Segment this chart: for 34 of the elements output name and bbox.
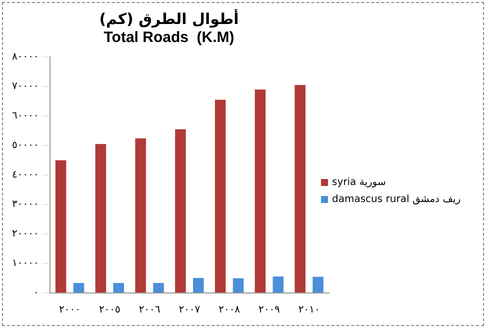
bar [312, 276, 324, 292]
bar [135, 138, 146, 292]
y-tick-label: ٠ [33, 288, 39, 299]
x-tick-label: ٢٠٠٦ [138, 304, 160, 316]
chart-subtitle: Total Roads (K.M) [104, 29, 234, 46]
bar [55, 160, 66, 292]
bar [272, 276, 284, 292]
y-tick-label: ٢٠٠٠٠ [12, 228, 39, 240]
y-tick-label: ٨٠٠٠٠ [12, 52, 39, 63]
bar [193, 278, 204, 292]
bar [294, 85, 306, 292]
bar [254, 89, 266, 292]
bar [113, 282, 124, 292]
bar [214, 100, 226, 292]
x-tick-label: ٢٠١٠ [298, 304, 320, 316]
bar [95, 144, 106, 292]
y-tick-label: ٧٠٠٠٠ [12, 81, 39, 92]
y-tick-label: ٣٠٠٠٠ [12, 199, 39, 210]
y-tick-label: ٥٠٠٠٠ [12, 140, 39, 152]
bar [232, 278, 244, 292]
legend-label: syria سورية [332, 177, 386, 188]
x-tick-label: ٢٠٠٩ [258, 304, 280, 316]
x-tick-label: ٢٠٠٧ [178, 304, 201, 316]
bar [73, 282, 84, 292]
bar [175, 129, 186, 292]
x-tick-label: ٢٠٠٠ [59, 304, 81, 316]
y-tick-label: ٦٠٠٠٠ [12, 110, 39, 122]
y-tick-label: ٤٠٠٠٠ [12, 170, 39, 181]
x-tick-label: ٢٠٠٨ [218, 304, 241, 316]
x-tick-label: ٢٠٠٥ [98, 304, 120, 316]
bar [153, 282, 164, 292]
legend-label: damascus rural ريف دمشق [332, 194, 461, 205]
chart-title: أطوال الطرق (كم) [99, 8, 239, 28]
y-tick-label: ١٠٠٠٠ [12, 258, 39, 270]
